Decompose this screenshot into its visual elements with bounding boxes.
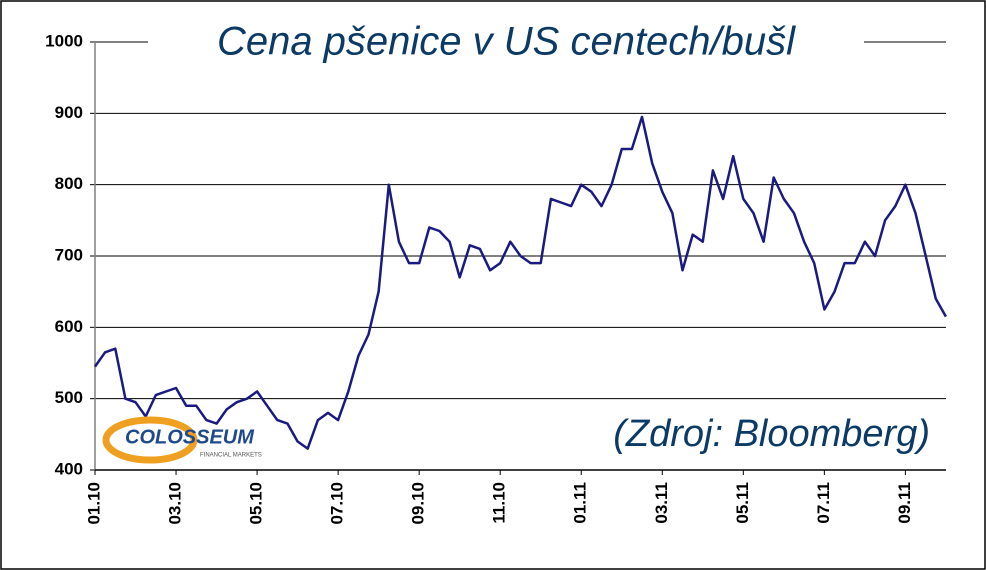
y-tick-label: 900 — [55, 103, 83, 122]
x-tick-label: 07.10 — [328, 482, 347, 525]
logo-swoosh — [102, 416, 198, 464]
y-tick-label: 700 — [55, 245, 83, 264]
chart-title: Cena pšenice v US centech/bušl — [217, 20, 796, 64]
logo-name: COLOSSEUM — [125, 426, 255, 448]
x-tick-label: 03.11 — [652, 482, 671, 524]
source-annotation: (Zdroj: Bloomberg) — [613, 413, 930, 455]
x-tick-label: 11.10 — [490, 482, 509, 524]
logo-tagline: FINANCIAL MARKETS — [200, 453, 262, 459]
y-tick-label: 600 — [55, 317, 83, 336]
x-tick-label: 07.11 — [814, 482, 833, 524]
x-tick-label: 05.10 — [247, 482, 266, 525]
x-tick-label: 01.10 — [84, 482, 103, 525]
x-tick-label: 05.11 — [733, 482, 752, 524]
y-tick-label: 400 — [55, 459, 83, 478]
x-tick-label: 01.11 — [571, 482, 590, 524]
y-tick-label: 800 — [55, 174, 83, 193]
y-tick-label: 1000 — [45, 31, 83, 50]
x-tick-label: 09.10 — [409, 482, 428, 525]
title-bg — [148, 20, 864, 66]
y-tick-label: 500 — [55, 388, 83, 407]
logo: COLOSSEUM FINANCIAL MARKETS — [102, 416, 262, 464]
price-line — [93, 115, 947, 450]
x-tick-label: 09.11 — [895, 482, 914, 524]
x-tick-label: 03.10 — [166, 482, 185, 525]
